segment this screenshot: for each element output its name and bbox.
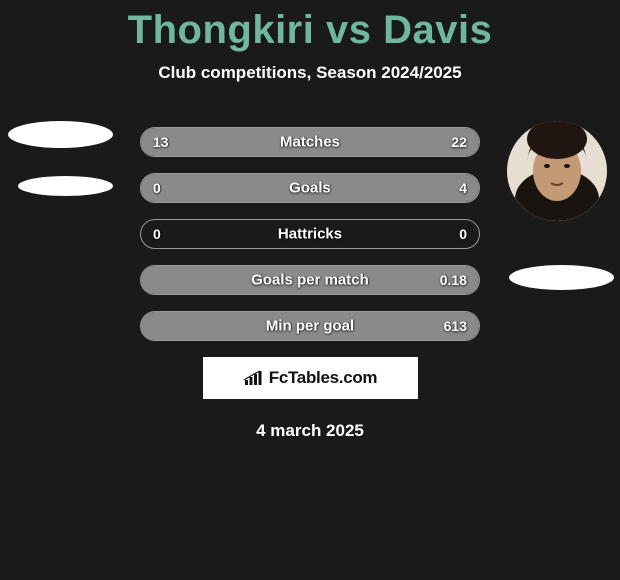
source-logo-text: FcTables.com [269, 368, 378, 388]
avatar-placeholder-icon [8, 121, 113, 148]
page-title: Thongkiri vs Davis [0, 0, 620, 53]
player-photo-icon [507, 121, 607, 221]
stat-value-right: 0.18 [440, 272, 467, 288]
stat-row-matches: 13 Matches 22 [140, 127, 480, 157]
stat-rows: 13 Matches 22 0 Goals 4 0 Hattricks 0 Go… [140, 127, 480, 341]
stat-value-right: 22 [451, 134, 467, 150]
stat-row-min-per-goal: Min per goal 613 [140, 311, 480, 341]
stat-value-left: 0 [153, 180, 161, 196]
stat-row-goals: 0 Goals 4 [140, 173, 480, 203]
avatar-placeholder-icon [18, 176, 113, 196]
source-logo: FcTables.com [203, 357, 418, 399]
date-label: 4 march 2025 [0, 421, 620, 441]
stat-label: Hattricks [278, 226, 342, 243]
stats-area: 13 Matches 22 0 Goals 4 0 Hattricks 0 Go… [0, 127, 620, 441]
stat-value-left: 13 [153, 134, 169, 150]
stat-label: Matches [280, 134, 340, 151]
avatar-shadow-icon [509, 265, 614, 290]
stat-row-goals-per-match: Goals per match 0.18 [140, 265, 480, 295]
stat-row-hattricks: 0 Hattricks 0 [140, 219, 480, 249]
stat-value-right: 0 [459, 226, 467, 242]
stat-value-left: 0 [153, 226, 161, 242]
bar-chart-icon [243, 369, 263, 387]
page-subtitle: Club competitions, Season 2024/2025 [0, 63, 620, 83]
stat-label: Goals [289, 180, 331, 197]
stat-value-right: 4 [459, 180, 467, 196]
stat-label: Goals per match [251, 272, 369, 289]
stat-value-right: 613 [444, 318, 467, 334]
player-left-avatar [8, 121, 113, 226]
stat-label: Min per goal [266, 318, 354, 335]
player-right-avatar [507, 121, 612, 226]
